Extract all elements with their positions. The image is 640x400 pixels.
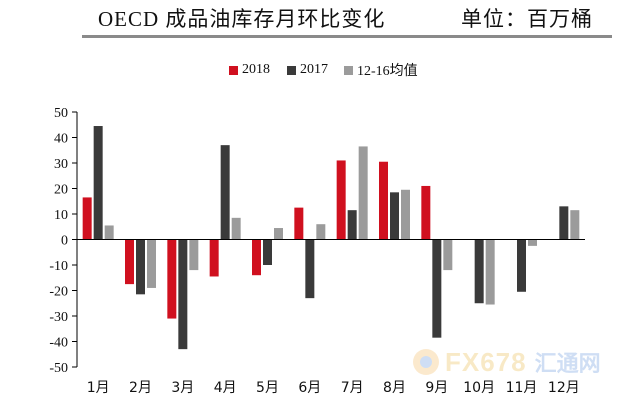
bar-12-16均值-10月	[485, 239, 495, 305]
bar-2017-11月	[517, 239, 526, 292]
bar-2017-6月	[305, 239, 315, 299]
y-tick-label: -50	[49, 361, 68, 376]
bar-2017-5月	[263, 239, 272, 265]
bar-12-16均值-11月	[528, 239, 537, 246]
bar-2018-8月	[379, 161, 388, 240]
legend-swatch-2018	[229, 65, 238, 75]
legend-swatch-2017	[287, 65, 296, 75]
y-tick-label: 30	[54, 157, 68, 172]
bar-12-16均值-9月	[443, 239, 453, 271]
x-tick-label: 9月	[425, 380, 448, 396]
bar-2017-3月	[178, 239, 188, 350]
y-tick-label: -40	[49, 336, 68, 351]
x-tick-label: 12月	[548, 380, 580, 396]
x-tick-label: 10月	[463, 380, 495, 396]
bar-12-16均值-5月	[274, 228, 283, 240]
y-tick-label: 20	[54, 183, 68, 198]
bar-12-16均值-4月	[231, 217, 241, 240]
legend-swatch-avg	[344, 65, 353, 75]
bar-2017-4月	[220, 145, 230, 240]
chart-legend: 2018 2017 12-16均值	[0, 60, 640, 80]
bar-12-16均值-3月	[189, 239, 199, 271]
legend-label-avg: 12-16均值	[357, 64, 418, 79]
bar-2018-1月	[82, 197, 92, 240]
y-tick-label: -20	[49, 285, 68, 300]
bar-2018-3月	[167, 239, 177, 319]
bar-12-16均值-6月	[316, 224, 326, 240]
legend-label-2018: 2018	[242, 62, 270, 77]
legend-item-2018: 2018	[229, 60, 270, 80]
bar-2017-7月	[347, 210, 357, 240]
bar-12-16均值-8月	[401, 189, 410, 240]
title-rule	[82, 35, 612, 38]
y-tick-label: 50	[54, 106, 68, 121]
bar-12-16均值-1月	[104, 225, 114, 240]
bar-2018-9月	[421, 185, 431, 240]
watermark-brand: FX678	[445, 346, 527, 377]
bar-2018-4月	[209, 239, 219, 277]
y-tick-label: 40	[54, 132, 68, 147]
x-tick-label: 11月	[506, 380, 538, 396]
fx678-watermark: FX678 汇通网	[413, 345, 623, 379]
x-tick-label: 1月	[87, 380, 110, 396]
fx678-logo-icon	[413, 349, 439, 375]
x-tick-label: 7月	[341, 380, 364, 396]
y-tick-label: 10	[54, 208, 68, 223]
legend-item-2017: 2017	[287, 60, 328, 80]
x-tick-label: 5月	[256, 380, 279, 396]
x-tick-label: 8月	[383, 380, 406, 396]
bar-12-16均值-12月	[570, 210, 580, 240]
y-tick-label: 0	[61, 234, 68, 249]
legend-label-2017: 2017	[300, 62, 328, 77]
bar-12-16均值-2月	[147, 239, 156, 288]
y-tick-label: -30	[49, 310, 68, 325]
bar-2018-2月	[125, 239, 134, 285]
bar-2017-1月	[93, 126, 103, 240]
bar-2018-5月	[252, 239, 261, 276]
x-tick-label: 6月	[298, 380, 321, 396]
watermark-cn: 汇通网	[534, 352, 601, 377]
bar-2017-2月	[136, 239, 145, 295]
unit-label: 单位：百万桶	[461, 7, 593, 31]
bar-2017-10月	[474, 239, 484, 304]
y-tick-label: -10	[49, 259, 68, 274]
chart-title: OECD 成品油库存月环比变化	[98, 7, 386, 31]
bar-12-16均值-7月	[358, 146, 368, 240]
x-tick-label: 2月	[129, 380, 152, 396]
legend-item-avg: 12-16均值	[344, 60, 418, 80]
bar-2017-12月	[559, 206, 569, 240]
bar-2017-9月	[432, 239, 442, 338]
x-tick-label: 3月	[171, 380, 194, 396]
chart-header: OECD 成品油库存月环比变化 单位：百万桶	[0, 0, 640, 38]
bar-2018-7月	[336, 160, 346, 240]
bar-2017-8月	[390, 192, 399, 240]
x-tick-label: 4月	[214, 380, 237, 396]
bar-2018-6月	[294, 207, 304, 240]
